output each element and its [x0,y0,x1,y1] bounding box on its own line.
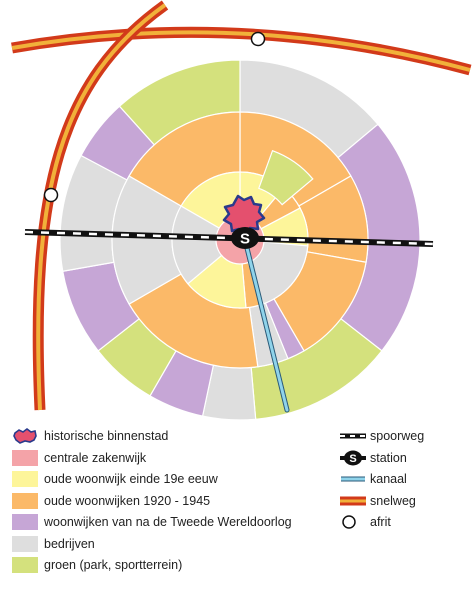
legend-land-use: historische binnenstad centrale zakenwijk… [12,428,322,588]
legend-label: bedrijven [44,536,95,551]
exit-icon [340,514,366,530]
legend-swatch [12,557,38,573]
legend-swatch [12,514,38,530]
canal-water [243,238,289,412]
exit-north [250,31,266,47]
legend-label: historische binnenstad [44,429,169,443]
highway-north [11,26,472,76]
legend-label: kanaal [370,472,407,486]
legend-label: oude woonwijken 1920 - 1945 [44,493,211,508]
city-model-map: S [11,0,472,420]
legend-label: afrit [370,515,391,529]
railway-icon [340,428,366,444]
legend-label: oude woonwijk einde 19e eeuw [44,472,218,486]
highway-west [32,0,169,411]
legend-swatch [12,471,38,487]
legend-label: woonwijken van na de Tweede Wereldoorlog [44,515,292,529]
railway [24,229,434,247]
svg-text:S: S [349,453,356,465]
exit-west [43,187,59,203]
canal-icon [340,471,366,487]
station-letter: S [240,231,250,248]
legend-swatch [12,535,38,552]
legend-label: station [370,450,407,465]
legend-label: spoorweg [370,429,425,443]
inner-green-sector [258,149,314,206]
legend-label: groen (park, sportterrein) [44,558,183,572]
legend-label: centrale zakenwijk [44,450,147,465]
legend-label: snelweg [370,493,416,508]
legend-swatch [12,449,38,466]
station-icon: S [231,227,259,249]
legend-swatch [12,428,38,444]
highway-icon [340,493,366,509]
station-icon: S [340,450,366,466]
legend-swatch [12,492,38,509]
